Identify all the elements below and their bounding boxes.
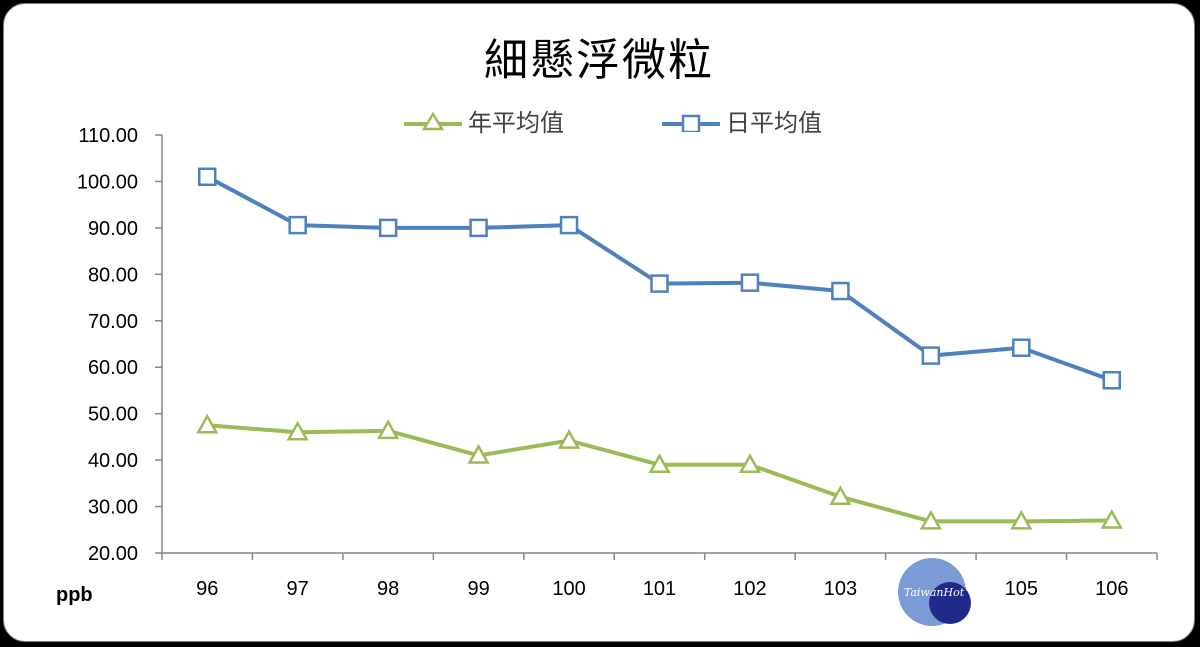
- data-point-daily: [559, 215, 579, 235]
- data-point-annual: [919, 509, 943, 530]
- y-tick-label: 110.00: [78, 125, 138, 147]
- data-point-daily: [740, 273, 760, 292]
- data-point-annual: [196, 413, 219, 434]
- data-point-daily: [197, 167, 217, 187]
- x-tick-label: 106: [1095, 578, 1128, 600]
- data-point-daily: [1102, 370, 1122, 390]
- data-point-annual: [738, 453, 762, 474]
- data-point-annual: [286, 420, 309, 441]
- data-point-daily: [378, 218, 398, 238]
- x-tick-label: 101: [643, 578, 676, 600]
- x-tick-label: 103: [824, 578, 857, 600]
- y-tick-label: 70.00: [88, 311, 138, 333]
- watermark-circles: [898, 558, 971, 626]
- y-tick-label: 90.00: [88, 218, 138, 240]
- data-point-annual: [829, 485, 852, 506]
- data-point-annual: [648, 453, 671, 474]
- legend-label-annual: 年平均值: [468, 108, 564, 137]
- data-point-annual: [376, 419, 400, 440]
- x-tick-label: 100: [552, 578, 585, 600]
- chart-title: 細懸浮微粒: [484, 35, 714, 86]
- data-point-annual: [1100, 508, 1123, 529]
- watermark-text: TaiwanHot: [903, 586, 965, 599]
- y-tick-label: 30.00: [88, 497, 138, 519]
- data-point-daily: [650, 274, 669, 293]
- y-tick-label: 100.00: [77, 171, 138, 193]
- data-point-daily: [921, 346, 941, 365]
- legend-marker-daily: [662, 114, 720, 132]
- y-tick-label: 60.00: [88, 357, 138, 379]
- y-tick-label: 50.00: [88, 404, 138, 426]
- y-tick-label: 40.00: [88, 450, 138, 472]
- x-tick-label: 98: [377, 578, 399, 600]
- x-tick-label: 99: [467, 578, 489, 600]
- legend-item-annual: 年平均值: [402, 100, 564, 140]
- data-point-annual: [467, 443, 490, 464]
- legend-marker-annual: [404, 111, 462, 131]
- data-point-daily: [288, 215, 307, 235]
- legend-label-daily: 日平均值: [726, 108, 822, 137]
- watermark-logo: TaiwanHot: [894, 556, 984, 631]
- y-unit-label: ppb: [56, 584, 93, 606]
- data-point-daily: [1012, 338, 1031, 357]
- data-point-annual: [1010, 509, 1033, 530]
- x-tick-label: 102: [733, 578, 766, 600]
- y-tick-label: 80.00: [88, 264, 138, 286]
- legend-item-daily: 日平均值: [660, 100, 822, 140]
- x-tick-label: 105: [1005, 578, 1038, 600]
- data-point-annual: [557, 429, 581, 449]
- x-tick-label: 97: [287, 578, 309, 600]
- x-tick-label: 96: [196, 578, 218, 600]
- chart-frame: 細懸浮微粒 年平均值 日平均值 110.00 100.00 90.00 80.00 70…: [3, 3, 1195, 642]
- legend: 年平均值 日平均值: [4, 100, 1194, 140]
- data-point-daily: [469, 218, 488, 238]
- data-point-daily: [831, 281, 850, 301]
- plot-area: 110.00 100.00 90.00 80.00 70.00 60.00 50.00 40.…: [56, 125, 1158, 606]
- y-tick-label: 20.00: [88, 543, 138, 565]
- series-line-0: [207, 423, 1112, 524]
